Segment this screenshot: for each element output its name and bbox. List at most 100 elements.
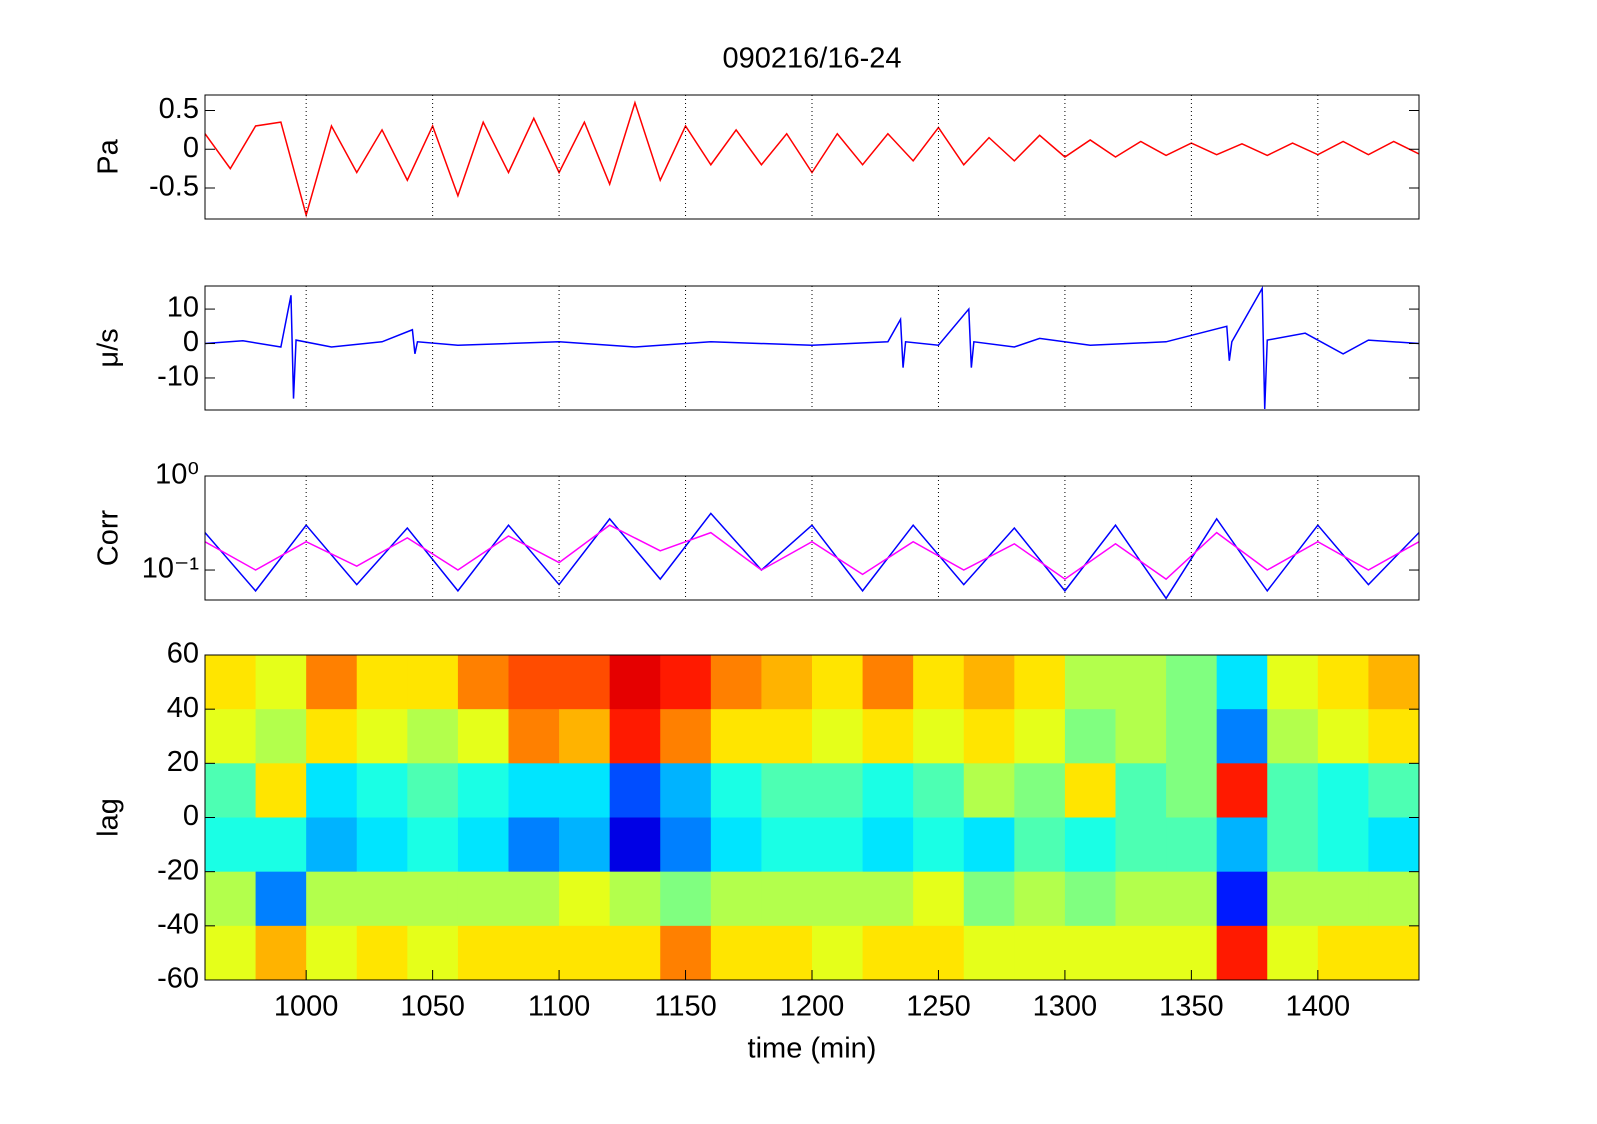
heatmap-cell (1216, 871, 1268, 927)
plot-area (205, 100, 1419, 218)
y-axis-label: lag (93, 798, 125, 837)
heatmap-cell (1115, 709, 1167, 764)
heatmap-cell (660, 817, 712, 873)
plot-area (205, 286, 1419, 409)
heatmap-cell (963, 925, 1015, 980)
heatmap-cell (559, 655, 611, 710)
x-tick-label: 1100 (528, 991, 590, 1023)
heatmap-cell (1368, 817, 1419, 873)
x-tick-label: 1200 (780, 991, 845, 1023)
heatmap-cell (710, 871, 762, 927)
heatmap-cell (1317, 763, 1369, 818)
data-line (205, 524, 1419, 581)
heatmap-cell (306, 871, 358, 927)
heatmap-cell (1014, 925, 1066, 980)
heatmap-cell (812, 925, 864, 980)
heatmap-cell (407, 763, 459, 818)
y-tick-label: 0 (183, 800, 199, 832)
heatmap-cell (356, 925, 408, 980)
heatmap-cell (812, 871, 864, 927)
heatmap-cell (812, 655, 864, 710)
x-tick-label: 1300 (1033, 991, 1098, 1023)
heatmap-cell (963, 709, 1015, 764)
heatmap-cell (1014, 871, 1066, 927)
heatmap-cell (1115, 871, 1167, 927)
heatmap-cell (356, 709, 408, 764)
heatmap-cell (1216, 763, 1268, 818)
heatmap-cell (306, 655, 358, 710)
heatmap-cell (457, 763, 509, 818)
x-tick-label: 1350 (1159, 991, 1224, 1023)
heatmap-cell (205, 655, 257, 710)
heatmap-cell (660, 871, 712, 927)
heatmap-cell (407, 655, 459, 710)
heatmap-cell (1267, 763, 1319, 818)
data-line (205, 286, 1419, 409)
heatmap-cell (1267, 817, 1319, 873)
heatmap-cell (1267, 925, 1319, 980)
heatmap-cell (862, 655, 914, 710)
heatmap-cell (1115, 817, 1167, 873)
heatmap-cell (761, 709, 813, 764)
heatmap-cell (609, 709, 661, 764)
heatmap-cell (1064, 871, 1116, 927)
chart-title: 090216/16-24 (723, 43, 902, 75)
heatmap-cell (1166, 871, 1218, 927)
heatmap-cell (862, 871, 914, 927)
heatmap-cell (1267, 709, 1319, 764)
heatmap-cell (457, 817, 509, 873)
y-tick-label: 0.5 (159, 93, 199, 125)
y-tick-label: -10 (157, 361, 199, 393)
heatmap-cell (508, 871, 560, 927)
heatmap-cell (812, 817, 864, 873)
heatmap-cell (356, 817, 408, 873)
data-line (205, 512, 1419, 600)
y-tick-label: -20 (157, 854, 199, 886)
heatmap-cell (1014, 709, 1066, 764)
heatmap-cell (559, 871, 611, 927)
heatmap-cell (407, 709, 459, 764)
x-axis-label: time (min) (748, 1033, 877, 1065)
y-tick-label: 10⁻¹ (142, 553, 200, 585)
heatmap-cell (1014, 763, 1066, 818)
heatmap-cell (710, 817, 762, 873)
heatmap-cell (457, 655, 509, 710)
y-tick-label: 0 (183, 132, 199, 164)
heatmap-cell (205, 871, 257, 927)
heatmap-cell (205, 763, 257, 818)
heatmap-cell (1064, 709, 1116, 764)
heatmap-cell (407, 871, 459, 927)
heatmap-cell (1115, 925, 1167, 980)
heatmap-cell (761, 817, 813, 873)
heatmap-cell (457, 871, 509, 927)
heatmap-cell (1115, 655, 1167, 710)
heatmap-cell (255, 925, 307, 980)
y-tick-label: 20 (167, 746, 199, 778)
heatmap-cell (1166, 763, 1218, 818)
heatmap-cell (559, 763, 611, 818)
heatmap-cell (1267, 871, 1319, 927)
heatmap-cell (1064, 925, 1116, 980)
y-tick-label: 0 (183, 326, 199, 358)
heatmap-cell (255, 817, 307, 873)
heatmap-cell (508, 817, 560, 873)
heatmap-cell (761, 763, 813, 818)
heatmap-cell (1317, 655, 1369, 710)
heatmap-cell (862, 709, 914, 764)
plot-area (205, 512, 1419, 600)
heatmap-cell (457, 925, 509, 980)
heatmap-cell (1317, 817, 1369, 873)
heatmap-cell (559, 925, 611, 980)
heatmap-cell (1064, 817, 1116, 873)
heatmap-cell (913, 817, 965, 873)
heatmap-cell (255, 871, 307, 927)
heatmap-cell (1166, 709, 1218, 764)
heatmap-cell (609, 925, 661, 980)
heatmap-cell (255, 763, 307, 818)
heatmap-cell (508, 709, 560, 764)
y-axis-label: μ/s (93, 328, 125, 367)
heatmap-cell (1216, 655, 1268, 710)
axes-frame (204, 94, 1420, 220)
heatmap-cell (660, 709, 712, 764)
